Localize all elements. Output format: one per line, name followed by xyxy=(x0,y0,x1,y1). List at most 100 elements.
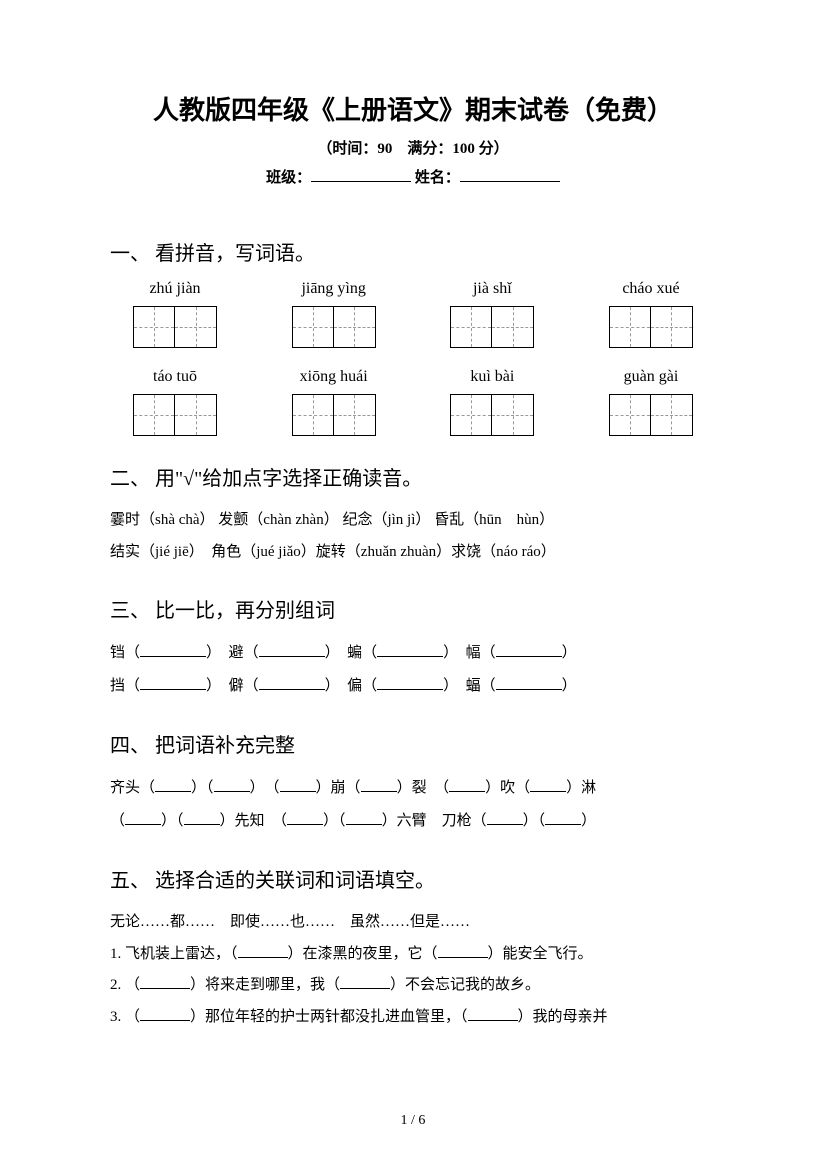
blank[interactable] xyxy=(377,675,443,690)
blank[interactable] xyxy=(125,810,161,825)
document-subtitle: （时间：90 满分：100 分） xyxy=(110,137,716,158)
q-text: ）不会忘记我的故乡。 xyxy=(390,977,540,993)
fill-text: ）淋 xyxy=(566,780,596,796)
q-text: ）我的母亲并 xyxy=(518,1009,608,1025)
section5-body: 无论……都…… 即使……也…… 虽然……但是…… 1. 飞机装上雷达，（）在漆黑… xyxy=(110,907,716,1033)
q-text: 2. （ xyxy=(110,977,140,993)
compare-char: 挡 xyxy=(110,678,125,694)
fill-text: ）吹（ xyxy=(485,780,530,796)
pinyin-label: cháo xué xyxy=(586,280,716,298)
q-text: 3. （ xyxy=(110,1009,140,1025)
section4-line2: （ ）（ ）先知 （ ）（ ）六臂 刀枪（ ）（ ） xyxy=(110,805,716,838)
pinyin-label: kuì bài xyxy=(427,368,557,386)
char-box[interactable] xyxy=(427,394,557,436)
compare-char: 僻 xyxy=(229,678,244,694)
fill-text: ）（ xyxy=(523,813,546,829)
blank[interactable] xyxy=(140,974,190,989)
section2-body: 霎时（shà chà） 发颤（chàn zhàn） 纪念（jìn jì） 昏乱（… xyxy=(110,505,716,568)
char-box[interactable] xyxy=(427,306,557,348)
blank[interactable] xyxy=(496,642,562,657)
blank[interactable] xyxy=(530,777,566,792)
char-box[interactable] xyxy=(269,394,399,436)
blank[interactable] xyxy=(377,642,443,657)
fill-text: ）（ xyxy=(161,813,184,829)
section5-title: 五、 选择合适的关联词和词语填空。 xyxy=(110,864,716,893)
blank[interactable] xyxy=(487,810,523,825)
blank[interactable] xyxy=(238,943,288,958)
fill-text: ）（ xyxy=(323,813,346,829)
blank[interactable] xyxy=(259,642,325,657)
blank[interactable] xyxy=(468,1006,518,1021)
blank[interactable] xyxy=(155,777,191,792)
page-number: 1 / 6 xyxy=(0,1113,826,1129)
fill-text: ） xyxy=(581,813,596,829)
pinyin-item: zhú jiàn xyxy=(110,280,240,348)
pinyin-label: zhú jiàn xyxy=(110,280,240,298)
blank[interactable] xyxy=(184,810,220,825)
pinyin-label: jià shǐ xyxy=(427,280,557,298)
class-blank[interactable] xyxy=(311,167,411,182)
fill-text: ）先知 （ xyxy=(220,813,288,829)
compare-char: 偏 xyxy=(347,678,362,694)
pinyin-label: guàn gài xyxy=(586,368,716,386)
pinyin-label: xiōng huái xyxy=(269,368,399,386)
fill-text: ） （ xyxy=(250,780,280,796)
pinyin-item: táo tuō xyxy=(110,368,240,436)
blank[interactable] xyxy=(140,642,206,657)
document-title: 人教版四年级《上册语文》期末试卷（免费） xyxy=(110,90,716,127)
section3-title: 三、 比一比，再分别组词 xyxy=(110,594,716,623)
compare-char: 蝙 xyxy=(347,645,362,661)
blank[interactable] xyxy=(496,675,562,690)
fill-text: ）裂 （ xyxy=(397,780,450,796)
pinyin-label: táo tuō xyxy=(110,368,240,386)
char-box[interactable] xyxy=(586,394,716,436)
compare-char: 避 xyxy=(229,645,244,661)
q-text: ）能安全飞行。 xyxy=(488,946,593,962)
section5-q3: 3. （ ）那位年轻的护士两针都没扎进血管里，（ ）我的母亲并 xyxy=(110,1002,716,1034)
blank[interactable] xyxy=(140,675,206,690)
section4-line1: 齐头（ ）（ ） （ ）崩（ ）裂 （ ）吹（ ）淋 xyxy=(110,772,716,805)
pinyin-item: jiāng yìng xyxy=(269,280,399,348)
fill-text: ）崩（ xyxy=(316,780,361,796)
q-text: ）那位年轻的护士两针都没扎进血管里，（ xyxy=(190,1009,468,1025)
pinyin-row2: táo tuō xiōng huái kuì bài guàn gài xyxy=(110,368,716,436)
blank[interactable] xyxy=(140,1006,190,1021)
section2-title: 二、 用"√"给加点字选择正确读音。 xyxy=(110,462,716,491)
blank[interactable] xyxy=(361,777,397,792)
blank[interactable] xyxy=(438,943,488,958)
fill-text: ）（ xyxy=(191,780,214,796)
pinyin-item: cháo xué xyxy=(586,280,716,348)
blank[interactable] xyxy=(340,974,390,989)
section4-title: 四、 把词语补充完整 xyxy=(110,729,716,758)
char-box[interactable] xyxy=(110,306,240,348)
section1-title: 一、 看拼音，写词语。 xyxy=(110,237,716,266)
char-box[interactable] xyxy=(586,306,716,348)
compare-char: 铛 xyxy=(110,645,125,661)
section5-q2: 2. （ ）将来走到哪里，我（ ）不会忘记我的故乡。 xyxy=(110,970,716,1002)
blank[interactable] xyxy=(287,810,323,825)
char-box[interactable] xyxy=(110,394,240,436)
pinyin-item: guàn gài xyxy=(586,368,716,436)
section5-q1: 1. 飞机装上雷达，（）在漆黑的夜里，它（）能安全飞行。 xyxy=(110,939,716,971)
blank[interactable] xyxy=(259,675,325,690)
compare-char: 蝠 xyxy=(466,678,481,694)
blank[interactable] xyxy=(214,777,250,792)
q-text: 1. 飞机装上雷达，（ xyxy=(110,946,238,962)
fill-text: ）六臂 刀枪（ xyxy=(382,813,487,829)
section3-row2: 挡（） 僻（） 偏（） 蝠（） xyxy=(110,670,716,703)
blank[interactable] xyxy=(545,810,581,825)
pinyin-item: jià shǐ xyxy=(427,280,557,348)
pinyin-item: kuì bài xyxy=(427,368,557,436)
pinyin-row1: zhú jiàn jiāng yìng jià shǐ cháo xué xyxy=(110,280,716,348)
char-box[interactable] xyxy=(269,306,399,348)
fill-text: （ xyxy=(110,813,125,829)
blank[interactable] xyxy=(346,810,382,825)
section5-options: 无论……都…… 即使……也…… 虽然……但是…… xyxy=(110,907,716,939)
q-text: ）将来走到哪里，我（ xyxy=(190,977,340,993)
compare-char: 幅 xyxy=(466,645,481,661)
blank[interactable] xyxy=(449,777,485,792)
blank[interactable] xyxy=(280,777,316,792)
fill-text: 齐头（ xyxy=(110,780,155,796)
name-blank[interactable] xyxy=(460,167,560,182)
student-info-line: 班级： 姓名： xyxy=(110,166,716,187)
